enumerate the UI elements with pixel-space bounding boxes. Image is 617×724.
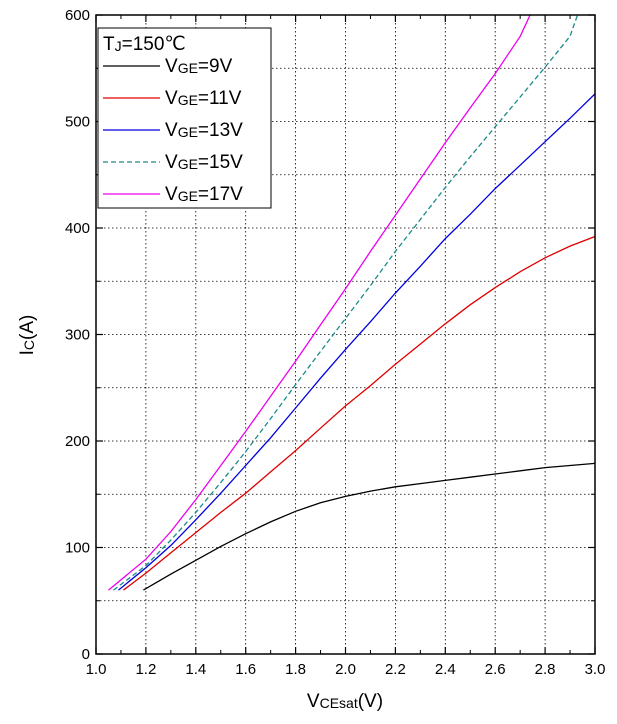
legend-box bbox=[97, 27, 272, 209]
series-line-vge-11v bbox=[123, 235, 595, 591]
x-tick-label: 2.6 bbox=[485, 661, 506, 678]
x-tick-label: 1.4 bbox=[185, 661, 206, 678]
x-tick-label: 3.0 bbox=[585, 661, 606, 678]
y-tick-label: 400 bbox=[65, 220, 90, 237]
series-line-vge-13v bbox=[118, 93, 595, 591]
legend: TJ=150℃ VGE=9V VGE=11V VGE=13V VGE=15V VGE=1… bbox=[97, 27, 272, 209]
y-tick-label: 0 bbox=[82, 646, 90, 663]
y-tick-label: 500 bbox=[65, 114, 90, 131]
x-tick-label: 1.8 bbox=[285, 661, 306, 678]
y-tick-label: 200 bbox=[65, 433, 90, 450]
y-tick-label: 300 bbox=[65, 327, 90, 344]
y-axis-title: IC(A) bbox=[17, 315, 38, 356]
x-axis-title-sub: CEsat bbox=[320, 695, 358, 711]
x-axis-title-tail: (V) bbox=[358, 691, 383, 712]
series-line-vge-9v bbox=[143, 462, 595, 591]
grid bbox=[96, 15, 595, 654]
x-axis-title-main: V bbox=[307, 691, 320, 712]
x-tick-label: 1.2 bbox=[135, 661, 156, 678]
legend-title-tail: =150℃ bbox=[122, 34, 186, 55]
legend-title: TJ=150℃ bbox=[103, 34, 186, 55]
x-tick-label: 2.0 bbox=[335, 661, 356, 678]
x-tick-label: 2.2 bbox=[385, 661, 406, 678]
axis-ticks bbox=[95, 14, 596, 655]
legend-title-main: T bbox=[103, 34, 115, 55]
series-layer bbox=[108, 15, 595, 591]
x-tick-label: 2.4 bbox=[435, 661, 456, 678]
legend-title-sub: J bbox=[115, 38, 122, 54]
x-tick-label: 1.0 bbox=[86, 661, 107, 678]
legend-label: VGE=13V bbox=[165, 120, 243, 141]
legend-label: VGE=9V bbox=[165, 56, 233, 77]
x-tick-label: 1.6 bbox=[235, 661, 256, 678]
legend-entries: VGE=9V VGE=11V VGE=13V VGE=15V VGE=17V bbox=[103, 56, 243, 205]
legend-label: VGE=17V bbox=[165, 184, 243, 205]
y-axis-title-sub: C bbox=[21, 340, 37, 350]
series-line-vge-15v bbox=[113, 15, 579, 591]
legend-label: VGE=15V bbox=[165, 152, 243, 173]
series-line-vge-17v bbox=[108, 15, 531, 591]
y-axis-title-main: I bbox=[17, 350, 38, 355]
y-tick-label: 600 bbox=[65, 7, 90, 24]
x-axis-title: VCEsat(V) bbox=[307, 691, 383, 712]
y-tick-label: 100 bbox=[65, 540, 90, 557]
y-axis-title-tail: (A) bbox=[17, 315, 38, 340]
x-tick-label: 2.8 bbox=[535, 661, 556, 678]
legend-label: VGE=11V bbox=[165, 88, 242, 109]
tick-labels: 1.0 1.2 1.4 1.6 1.8 2.0 2.2 2.4 2.6 2.8 3.0 0 100 200… bbox=[65, 7, 605, 678]
